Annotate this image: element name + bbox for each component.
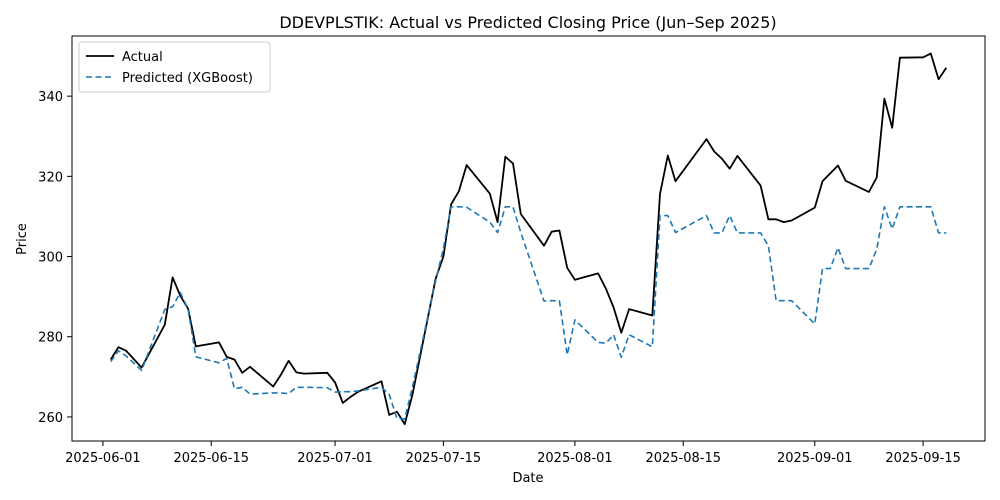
legend-box	[78, 41, 271, 93]
legend: Actual Predicted (XGBoost)	[78, 41, 271, 93]
x-tick-label: 2025-07-15	[406, 451, 482, 466]
y-tick-label: 320	[38, 170, 63, 185]
x-tick-label: 2025-06-15	[173, 451, 249, 466]
series-line-actual	[109, 52, 948, 426]
plot-frame	[71, 35, 986, 442]
series-layer	[109, 52, 948, 426]
x-tick-label: 2025-09-01	[777, 451, 853, 466]
x-tick-label: 2025-08-01	[537, 451, 613, 466]
legend-label: Actual	[122, 50, 163, 65]
x-tick-label: 2025-09-15	[885, 451, 961, 466]
x-axis: 2025-06-01 2025-06-15 2025-07-01 2025-07-15…	[65, 441, 961, 466]
x-axis-label: Date	[512, 471, 543, 486]
legend-label: Predicted (XGBoost)	[122, 71, 253, 86]
x-tick-label: 2025-08-15	[645, 451, 721, 466]
series-line-predicted	[110, 206, 947, 420]
y-tick-label: 260	[38, 411, 63, 426]
y-tick-label: 300	[38, 251, 63, 266]
y-tick-label: 280	[38, 331, 63, 346]
x-tick-label: 2025-07-01	[297, 451, 373, 466]
y-axis-label: Price	[15, 223, 30, 255]
chart-title: DDEVPLSTIK: Actual vs Predicted Closing …	[279, 13, 776, 32]
y-tick-label: 340	[38, 90, 63, 105]
y-axis: 260 280 300 320 340	[38, 90, 72, 426]
x-tick-label: 2025-06-01	[65, 451, 141, 466]
